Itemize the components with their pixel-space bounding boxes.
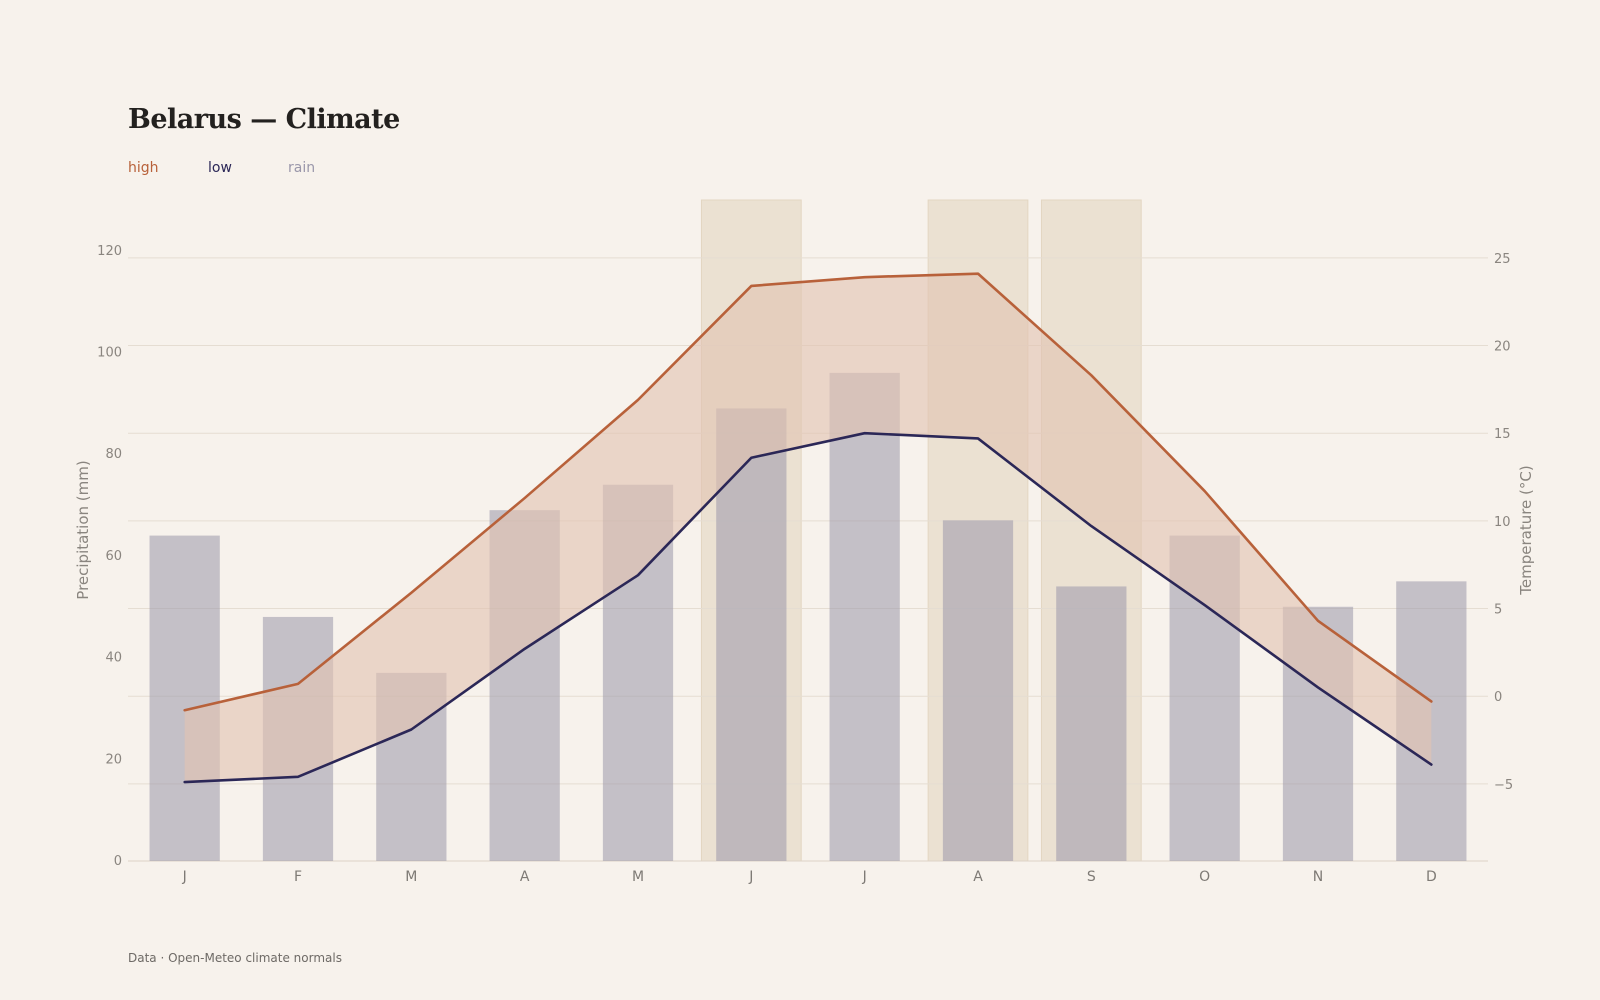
month-label: J [862,869,867,885]
rain-bar [1056,586,1127,861]
month-label: S [1087,869,1096,885]
axes-layer: −5 0 5 10 15 20 25 0 20 40 60 80 100 120 J F M A M J J A S O N D [97,244,1513,885]
left-axis-title: Precipitation (mm) [74,460,92,599]
right-tick-label: 5 [1494,603,1502,618]
low-temperature-line [183,431,1433,784]
temperature-lines-layer [183,272,1433,784]
right-axis-title: Temperature (°C) [1517,465,1535,595]
rain-bar [942,520,1014,861]
right-tick-label: −5 [1494,778,1513,793]
left-tick-label: 100 [97,346,122,361]
right-tick-label: 10 [1494,515,1511,530]
right-tick-label: 0 [1494,690,1502,705]
source-note: Data · Open-Meteo climate normals [128,951,342,965]
month-label: F [294,869,302,885]
right-tick-label: 25 [1494,252,1511,267]
month-label: A [973,869,983,885]
rain-bar [716,408,787,861]
right-tick-label: 15 [1494,427,1511,442]
left-tick-label: 120 [97,244,122,259]
month-label: M [632,869,644,885]
rain-bar [829,372,900,861]
month-label: J [182,869,187,885]
legend-rain: rain [288,160,316,176]
legend-high: high [128,160,159,176]
left-tick-label: 60 [105,549,122,564]
month-label: J [748,869,753,885]
rain-bar [149,535,220,861]
month-label: M [405,869,417,885]
chart-title: Belarus — Climate [128,104,400,135]
left-tick-label: 20 [105,752,122,767]
temperature-band-layer [184,273,1432,783]
legend-low: low [208,160,232,176]
left-tick-label: 80 [105,447,122,462]
month-label: A [520,869,530,885]
left-tick-label: 0 [114,854,122,869]
month-label: N [1313,869,1323,885]
left-tick-label: 40 [105,651,122,666]
temperature-range-band [184,273,1432,783]
high-temperature-line [183,272,1433,712]
right-tick-label: 20 [1494,340,1511,355]
month-label: O [1199,869,1210,885]
month-label: D [1426,869,1437,885]
